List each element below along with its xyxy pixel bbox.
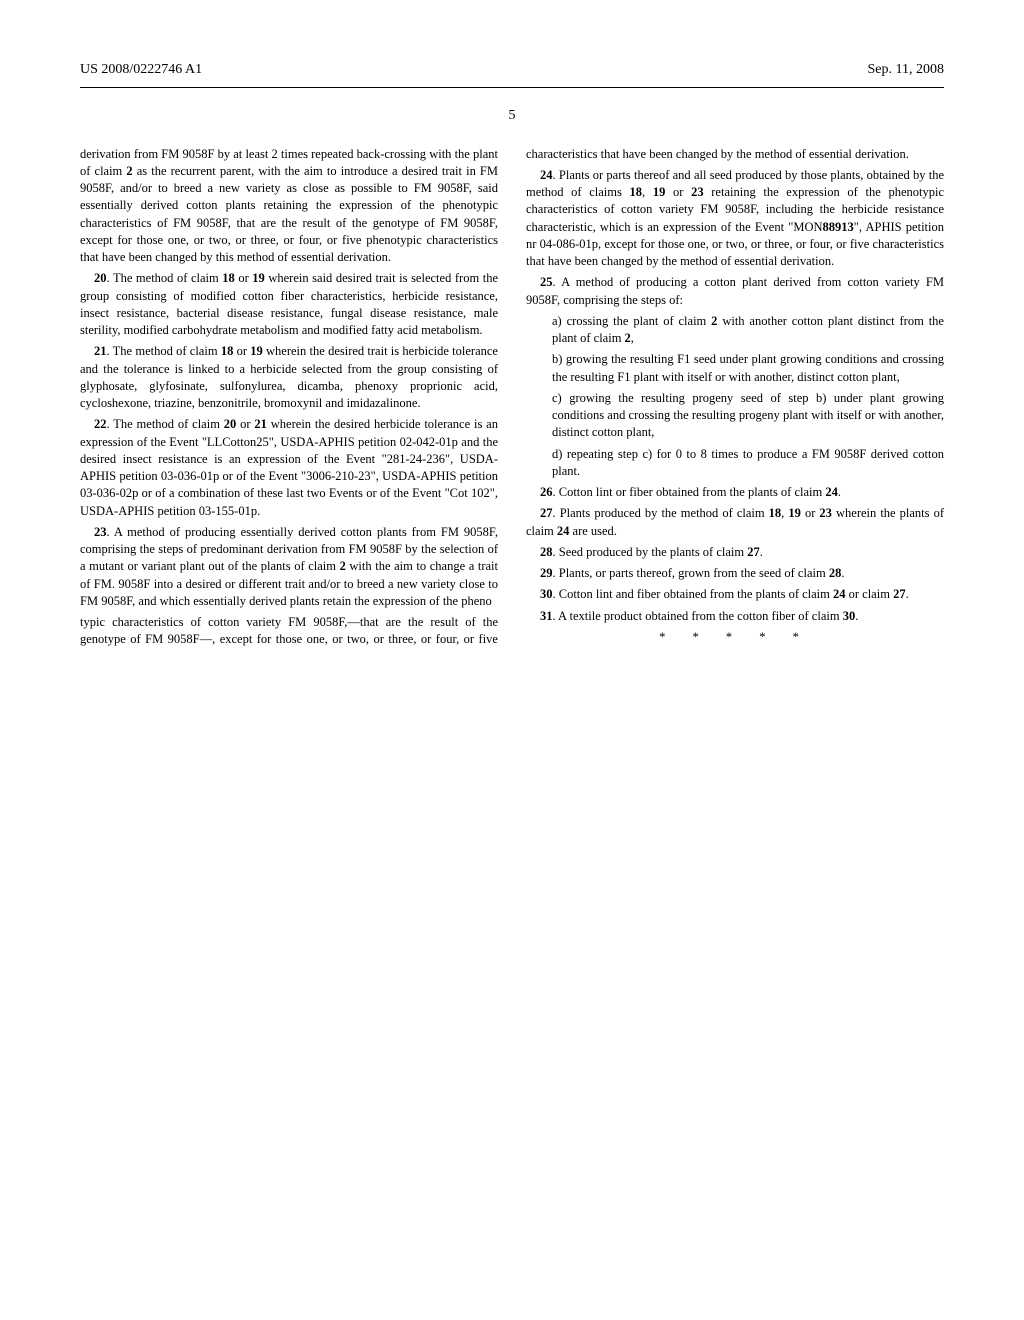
patent-page: US 2008/0222746 A1 Sep. 11, 2008 5 deriv… xyxy=(0,0,1024,689)
claim-19-continuation: derivation from FM 9058F by at least 2 t… xyxy=(80,146,498,267)
claim-27: 27. Plants produced by the method of cla… xyxy=(526,505,944,540)
claim-25-step-a: a) crossing the plant of claim 2 with an… xyxy=(526,313,944,348)
claim-25-step-b: b) growing the resulting F1 seed under p… xyxy=(526,351,944,386)
publication-date: Sep. 11, 2008 xyxy=(868,60,944,79)
claim-29: 29. Plants, or parts thereof, grown from… xyxy=(526,565,944,582)
claim-28: 28. Seed produced by the plants of claim… xyxy=(526,544,944,561)
page-header: US 2008/0222746 A1 Sep. 11, 2008 xyxy=(80,60,944,79)
claim-21: 21. The method of claim 18 or 19 wherein… xyxy=(80,343,498,412)
claim-30: 30. Cotton lint and fiber obtained from … xyxy=(526,586,944,603)
claim-24: 24. Plants or parts thereof and all seed… xyxy=(526,167,944,271)
page-number: 5 xyxy=(80,106,944,125)
claim-25-step-c: c) growing the resulting progeny seed of… xyxy=(526,390,944,442)
claim-25-step-d: d) repeating step c) for 0 to 8 times to… xyxy=(526,446,944,481)
claim-20: 20. The method of claim 18 or 19 wherein… xyxy=(80,270,498,339)
claim-23: 23. A method of producing essentially de… xyxy=(80,524,498,610)
claim-26: 26. Cotton lint or fiber obtained from t… xyxy=(526,484,944,501)
body-columns: derivation from FM 9058F by at least 2 t… xyxy=(80,146,944,650)
publication-number: US 2008/0222746 A1 xyxy=(80,60,202,79)
claim-25: 25. A method of producing a cotton plant… xyxy=(526,274,944,309)
header-rule xyxy=(80,87,944,88)
end-marker: * * * * * xyxy=(526,629,944,646)
claim-31: 31. A textile product obtained from the … xyxy=(526,608,944,625)
claim-22: 22. The method of claim 20 or 21 wherein… xyxy=(80,416,498,520)
